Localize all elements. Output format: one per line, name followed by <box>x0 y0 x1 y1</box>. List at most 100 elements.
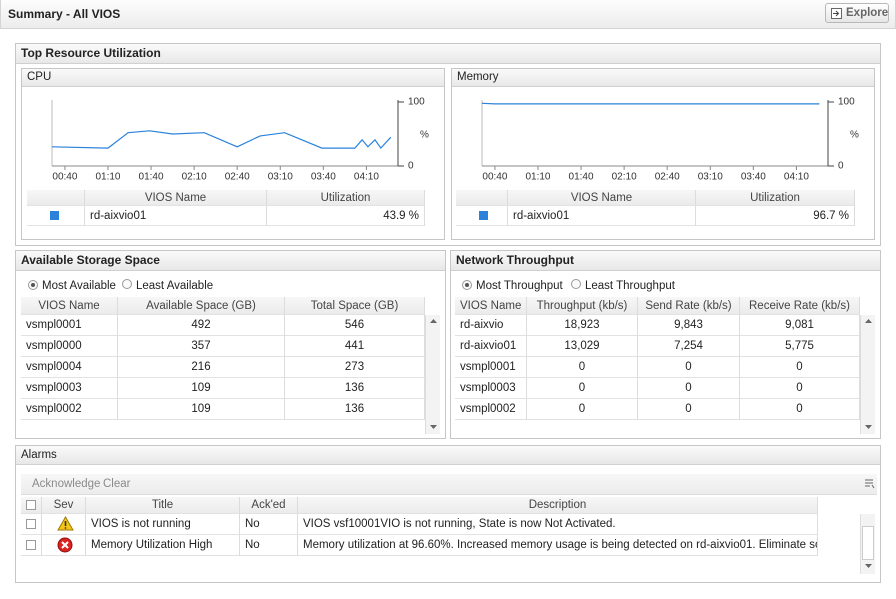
clear-button[interactable]: Clear <box>103 478 131 490</box>
column-header: Description <box>298 497 818 514</box>
column-header: Ack'ed <box>240 497 298 514</box>
menu-icon[interactable] <box>865 479 875 489</box>
error-icon <box>57 537 73 553</box>
cell: vsmpl0001 <box>21 315 118 336</box>
column-header: Available Space (GB) <box>118 297 285 315</box>
column-header: Throughput (kb/s) <box>527 297 638 315</box>
radio-label[interactable]: Most Throughput <box>476 280 563 292</box>
radio-label[interactable]: Least Throughput <box>585 280 675 292</box>
x-tick-label: 02:10 <box>612 172 637 183</box>
cell: 357 <box>118 336 285 357</box>
cell: 216 <box>118 357 285 378</box>
x-tick-label: 03:10 <box>698 172 723 183</box>
checkbox[interactable] <box>26 519 36 529</box>
radio[interactable] <box>122 279 132 289</box>
cell: vsmpl0000 <box>21 336 118 357</box>
cpu-panel: CPU <box>21 68 445 240</box>
panel-title: Top Resource Utilization <box>16 44 880 64</box>
radio-label[interactable]: Most Available <box>42 280 116 292</box>
cell: 18,923 <box>527 315 638 336</box>
legend-swatch <box>479 211 488 220</box>
cell: 0 <box>740 357 860 378</box>
warning-icon <box>57 516 74 531</box>
cell: 492 <box>118 315 285 336</box>
column-header: VIOS Name <box>21 297 118 315</box>
cell <box>456 206 508 226</box>
cell: vsmpl0001 <box>455 357 527 378</box>
radio[interactable] <box>462 280 472 290</box>
scroll-down[interactable] <box>865 425 872 430</box>
y-tick-label: 100 <box>408 97 425 108</box>
column-header: Utilization <box>267 190 425 206</box>
x-tick-label: 01:40 <box>139 172 164 183</box>
x-tick-label: 01:10 <box>525 172 550 183</box>
scroll-up[interactable] <box>865 319 872 324</box>
cell: 0 <box>740 399 860 420</box>
scroll-up[interactable] <box>430 319 437 324</box>
header-bar: Summary - All VIOS Explore <box>0 0 896 29</box>
checkbox[interactable] <box>26 500 36 510</box>
cell <box>42 535 86 556</box>
cell: 0 <box>638 399 740 420</box>
cell <box>21 514 42 535</box>
panel-title: Available Storage Space <box>16 251 445 271</box>
radio[interactable] <box>28 280 38 290</box>
cell: VIOS vsf10001VIO is not running, State i… <box>298 514 818 535</box>
cell: vsmpl0003 <box>455 378 527 399</box>
cell: 43.9 % <box>267 206 425 226</box>
cell: rd-aixvio01 <box>508 206 696 226</box>
y-axis-label: % <box>850 130 859 141</box>
cell: 9,081 <box>740 315 860 336</box>
page-title: Summary - All VIOS <box>8 7 121 21</box>
series-line <box>481 102 820 105</box>
cell: 0 <box>527 357 638 378</box>
cell: 0 <box>740 378 860 399</box>
acknowledge-button[interactable]: Acknowledge <box>32 478 101 490</box>
cpu-title: CPU <box>22 69 444 87</box>
x-tick-label: 00:40 <box>52 172 77 183</box>
cell: 0 <box>638 357 740 378</box>
cell: 96.7 % <box>696 206 855 226</box>
header-cell <box>27 190 85 206</box>
radio-label[interactable]: Least Available <box>136 280 214 292</box>
column-header: Receive Rate (kb/s) <box>740 297 860 315</box>
y-tick-label: 0 <box>408 161 414 172</box>
cell: VIOS is not running <box>86 514 240 535</box>
radio[interactable] <box>571 279 581 289</box>
cell <box>21 535 42 556</box>
cell: No <box>240 535 298 556</box>
cell: No <box>240 514 298 535</box>
scrollbar[interactable] <box>860 315 875 434</box>
column-header: Title <box>86 497 240 514</box>
checkbox[interactable] <box>26 540 36 550</box>
explore-icon <box>831 8 842 19</box>
cell <box>42 514 86 535</box>
explore-button[interactable]: Explore <box>825 3 889 23</box>
y-axis-label: % <box>420 130 429 141</box>
y-tick-label: 100 <box>838 97 855 108</box>
explore-label: Explore <box>846 7 889 19</box>
cell: 136 <box>285 378 425 399</box>
x-tick-label: 02:10 <box>182 172 207 183</box>
scrollbar[interactable] <box>425 315 440 434</box>
cell <box>27 206 85 226</box>
x-tick-label: 03:10 <box>268 172 293 183</box>
cell: 13,029 <box>527 336 638 357</box>
x-tick-label: 04:10 <box>354 172 379 183</box>
scroll-down[interactable] <box>865 564 872 569</box>
memory-chart: 0 100% 00:40 01:10 01:40 02:10 02:40 03:10 03:40… <box>481 97 859 183</box>
cell: rd-aixvio <box>455 315 527 336</box>
toolbar: Acknowledge Clear <box>21 474 877 495</box>
column-header: Utilization <box>696 190 855 206</box>
header-cell <box>21 497 42 514</box>
cell: Memory Utilization High <box>86 535 240 556</box>
scroll-down[interactable] <box>430 425 437 430</box>
column-header: Send Rate (kb/s) <box>638 297 740 315</box>
scroll-thumb[interactable] <box>862 526 874 560</box>
cell: 5,775 <box>740 336 860 357</box>
column-header: VIOS Name <box>508 190 696 206</box>
cell: 9,843 <box>638 315 740 336</box>
x-tick-label: 00:40 <box>482 172 507 183</box>
scrollbar[interactable] <box>860 514 875 574</box>
